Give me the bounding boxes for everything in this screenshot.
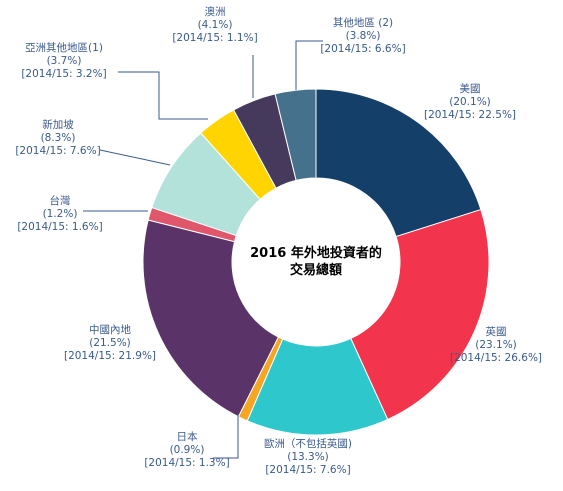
slice-label-6: 新加坡(8.3%) [2014/15: 7.6%] [15,118,100,157]
slice-value: (3.7%) [47,55,82,67]
slice-value: (23.1%) [475,339,517,351]
slice-prior-value: [2014/15: 1.6%] [17,221,102,233]
leader-line-3 [213,414,239,459]
slice-value: (1.2%) [43,208,78,220]
slice-name: 日本 [177,430,198,443]
leader-line-9 [295,40,323,90]
leader-line-6 [99,149,171,166]
slice-name: 美國 [460,82,481,95]
slice-name: 歐洲（不包括英國) [264,437,352,450]
slice-value: (13.3%) [287,451,329,463]
slice-prior-value: [2014/15: 6.6%] [320,43,405,55]
slice-labels: 美國(20.1%) [2014/15: 22.5%]英國(23.1%) [2014/… [15,5,542,476]
slice-label-2: 歐洲（不包括英國) (13.3%) [2014/15: 7.6%] [264,437,352,476]
slice-value: (8.3%) [41,132,76,144]
donut-hole [232,178,400,346]
slice-label-9: 其他地區 (2) (3.8%) [2014/15: 6.6%] [320,16,405,55]
slice-name: 其他地區 (2) [333,16,393,29]
slice-prior-value: [2014/15: 26.6%] [450,352,542,364]
slice-name: 英國 [486,325,507,338]
slice-name: 中國內地 [89,323,131,336]
slice-prior-value: [2014/15: 7.6%] [265,464,350,476]
slice-value: (4.1%) [198,19,233,31]
slice-prior-value: [2014/15: 1.1%] [172,32,257,44]
slice-label-7: 亞洲其他地區(1) (3.7%) [2014/15: 3.2%] [21,41,106,80]
slice-name: 台灣 [50,194,71,207]
slice-prior-value: [2014/15: 7.6%] [15,145,100,157]
slice-label-4: 中國內地(21.5%) [2014/15: 21.9%] [64,323,156,362]
leader-lines [83,40,323,459]
slice-label-3: 日本(0.9%) [2014/15: 1.3%] [144,430,229,469]
slice-name: 澳洲 [205,5,226,18]
slice-value: (0.9%) [170,444,205,456]
slice-name: 新加坡 [42,118,74,131]
slice-name: 亞洲其他地區(1) [25,41,103,54]
slices [142,88,490,436]
slice-prior-value: [2014/15: 22.5%] [424,109,516,121]
slice-value: (20.1%) [449,96,491,108]
slice-label-5: 台灣(1.2%) [2014/15: 1.6%] [17,194,102,233]
slice-label-1: 英國(23.1%) [2014/15: 26.6%] [450,325,542,364]
slice-prior-value: [2014/15: 21.9%] [64,350,156,362]
leader-line-7 [118,71,208,120]
chart-title-line-2: 交易總額 [290,262,342,278]
slice-value: (3.8%) [346,30,381,42]
slice-value: (21.5%) [89,337,131,349]
slice-label-0: 美國(20.1%) [2014/15: 22.5%] [424,82,516,121]
slice-prior-value: [2014/15: 3.2%] [21,68,106,80]
chart-title-line-1: 2016 年外地投資者的 [250,245,382,261]
slice-prior-value: [2014/15: 1.3%] [144,457,229,469]
slice-label-8: 澳洲(4.1%) [2014/15: 1.1%] [172,5,257,44]
